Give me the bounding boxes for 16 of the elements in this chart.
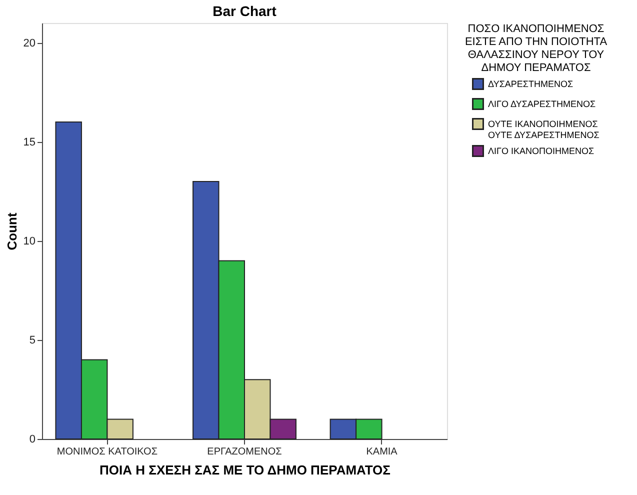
legend-label: ΛΙΓΟ ΔΥΣΑΡΕΣΤΗΜΕΝΟΣ [488,99,596,109]
y-axis-title: Count [4,212,20,250]
x-axis-title: ΠΟΙΑ Η ΣΧΕΣΗ ΣΑΣ ΜΕ ΤΟ ΔΗΜΟ ΠΕΡΑΜΑΤΟΣ [100,462,391,478]
legend-title: ΠΟΣΟ ΙΚΑΝΟΠΟΙΗΜΕΝΟΣ ΕΙΣΤΕ ΑΠΟ ΤΗΝ ΠΟΙΟΤΗΤΑ ΘΑΛΑΣΣΙΝΟΥ ΝΕΡΟΥ ΤΟΥ ΔΗΜΟΥ ΠΕΡΑΜΑΤΟΣ [464,23,608,74]
x-tick-label: ΕΡΓΑΖΟΜΕΝΟΣ [207,446,282,458]
y-tick-label: 20 [23,37,36,50]
legend-label: ΛΙΓΟ ΙΚΑΝΟΠΟΙΗΜΕΝΟΣ [488,146,594,156]
y-tick-label: 0 [29,434,36,446]
legend-label: ΟΥΤΕ ΙΚΑΝΟΠΟΙΗΜΕΝΟΣ ΟΥΤΕ ΔΥΣΑΡΕΣΤΗΜΕΝΟΣ [488,119,600,140]
y-tick-label: 15 [23,136,36,148]
chart-title: Bar Chart [212,3,277,19]
legend-label: ΔΥΣΑΡΕΣΤΗΜΕΝΟΣ [488,79,574,89]
y-tick-label: 5 [29,334,36,346]
x-tick-label: ΚΑΜΙΑ [366,446,398,458]
x-tick-label: ΜΟΝΙΜΟΣ ΚΑΤΟΙΚΟΣ [56,446,158,458]
y-tick-label: 10 [23,235,36,248]
